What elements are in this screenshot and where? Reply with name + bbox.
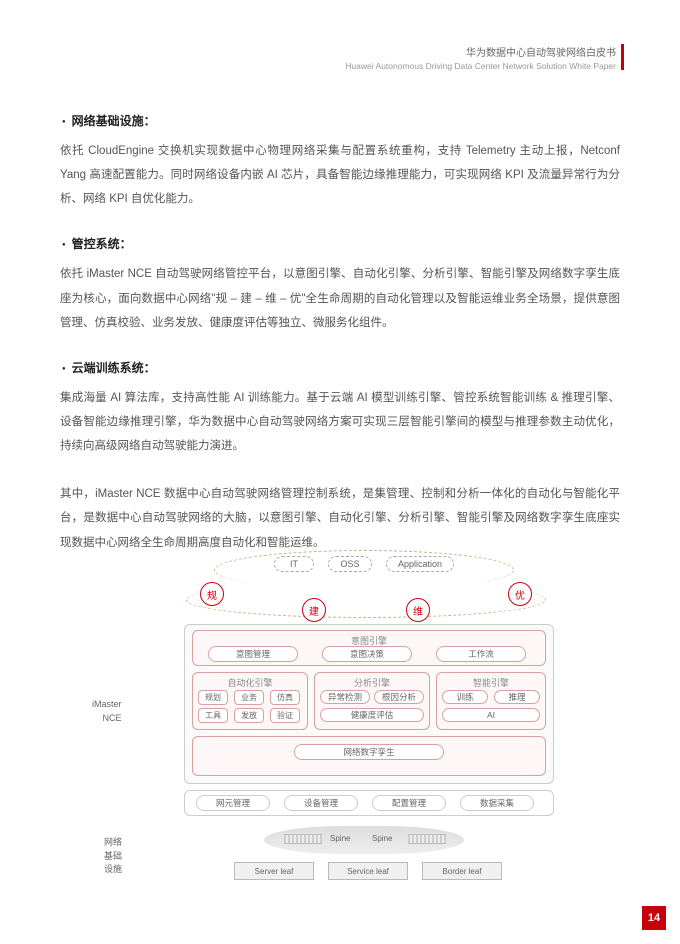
auto-b6: 验证 xyxy=(270,708,300,723)
twin-label: 网络数字孪生 xyxy=(294,744,444,760)
intent-p1: 意图管理 xyxy=(208,646,298,662)
auto-title: 自动化引擎 xyxy=(193,676,307,689)
body-content: 网络基础设施： 依托 CloudEngine 交换机实现数据中心物理网络采集与配… xyxy=(60,112,620,579)
side-label-imaster: iMasterNCE xyxy=(92,698,122,725)
header-bar xyxy=(621,44,624,70)
auto-b4: 发放 xyxy=(234,708,264,723)
auto-b3: 业务 xyxy=(234,690,264,705)
section-3-body: 集成海量 AI 算法库，支持高性能 AI 训练能力。基于云端 AI 模型训练引擎… xyxy=(60,386,620,458)
spine-hw-1 xyxy=(284,834,322,844)
ai-title: 智能引擎 xyxy=(437,676,545,689)
spine-l2: Spine xyxy=(372,834,392,843)
mgmt-p1: 网元管理 xyxy=(196,795,270,811)
ana-p2: 根因分析 xyxy=(374,690,424,704)
node-it: IT xyxy=(274,556,314,572)
spine-l1: Spine xyxy=(330,834,350,843)
header-cn: 华为数据中心自动驾驶网络白皮书 xyxy=(345,44,616,59)
intent-p3: 工作流 xyxy=(436,646,526,662)
architecture-diagram: iMasterNCE 网络基础设施 IT OSS Application 规 建… xyxy=(124,564,624,880)
mgmt-p2: 设备管理 xyxy=(284,795,358,811)
auto-b5: 仿真 xyxy=(270,690,300,705)
leaf-3: Border leaf xyxy=(422,862,502,880)
section-1-body: 依托 CloudEngine 交换机实现数据中心物理网络采集与配置系统重构，支持… xyxy=(60,139,620,211)
node-oss: OSS xyxy=(328,556,372,572)
ai-p3: AI xyxy=(442,708,540,722)
section-3-head: 云端训练系统： xyxy=(60,359,620,376)
auto-b2: 工具 xyxy=(198,708,228,723)
circle-optimize: 优 xyxy=(508,582,532,606)
circle-maintain: 维 xyxy=(406,598,430,622)
mid-arc xyxy=(186,582,546,618)
ana-p1: 异常检测 xyxy=(320,690,370,704)
leaf-2: Service leaf xyxy=(328,862,408,880)
section-1-head: 网络基础设施： xyxy=(60,112,620,129)
side-label-infra: 网络基础设施 xyxy=(104,836,122,877)
section-2-head: 管控系统： xyxy=(60,235,620,252)
section-4-body: 其中，iMaster NCE 数据中心自动驾驶网络管理控制系统，是集管理、控制和… xyxy=(60,482,620,554)
spine-hw-2 xyxy=(408,834,446,844)
page-number: 14 xyxy=(642,906,666,930)
node-app: Application xyxy=(386,556,454,572)
auto-b1: 规划 xyxy=(198,690,228,705)
page-header: 华为数据中心自动驾驶网络白皮书 Huawei Autonomous Drivin… xyxy=(345,44,616,71)
ana-title: 分析引擎 xyxy=(315,676,429,689)
ai-p1: 训练 xyxy=(442,690,488,704)
circle-plan: 规 xyxy=(200,582,224,606)
circle-build: 建 xyxy=(302,598,326,622)
ana-p3: 健康度评估 xyxy=(320,708,424,722)
mgmt-p3: 配置管理 xyxy=(372,795,446,811)
leaf-1: Server leaf xyxy=(234,862,314,880)
intent-p2: 意图决策 xyxy=(322,646,412,662)
section-2-body: 依托 iMaster NCE 自动驾驶网络管控平台，以意图引擎、自动化引擎、分析… xyxy=(60,262,620,334)
ai-p2: 推理 xyxy=(494,690,540,704)
mgmt-p4: 数据采集 xyxy=(460,795,534,811)
header-en: Huawei Autonomous Driving Data Center Ne… xyxy=(345,61,616,71)
